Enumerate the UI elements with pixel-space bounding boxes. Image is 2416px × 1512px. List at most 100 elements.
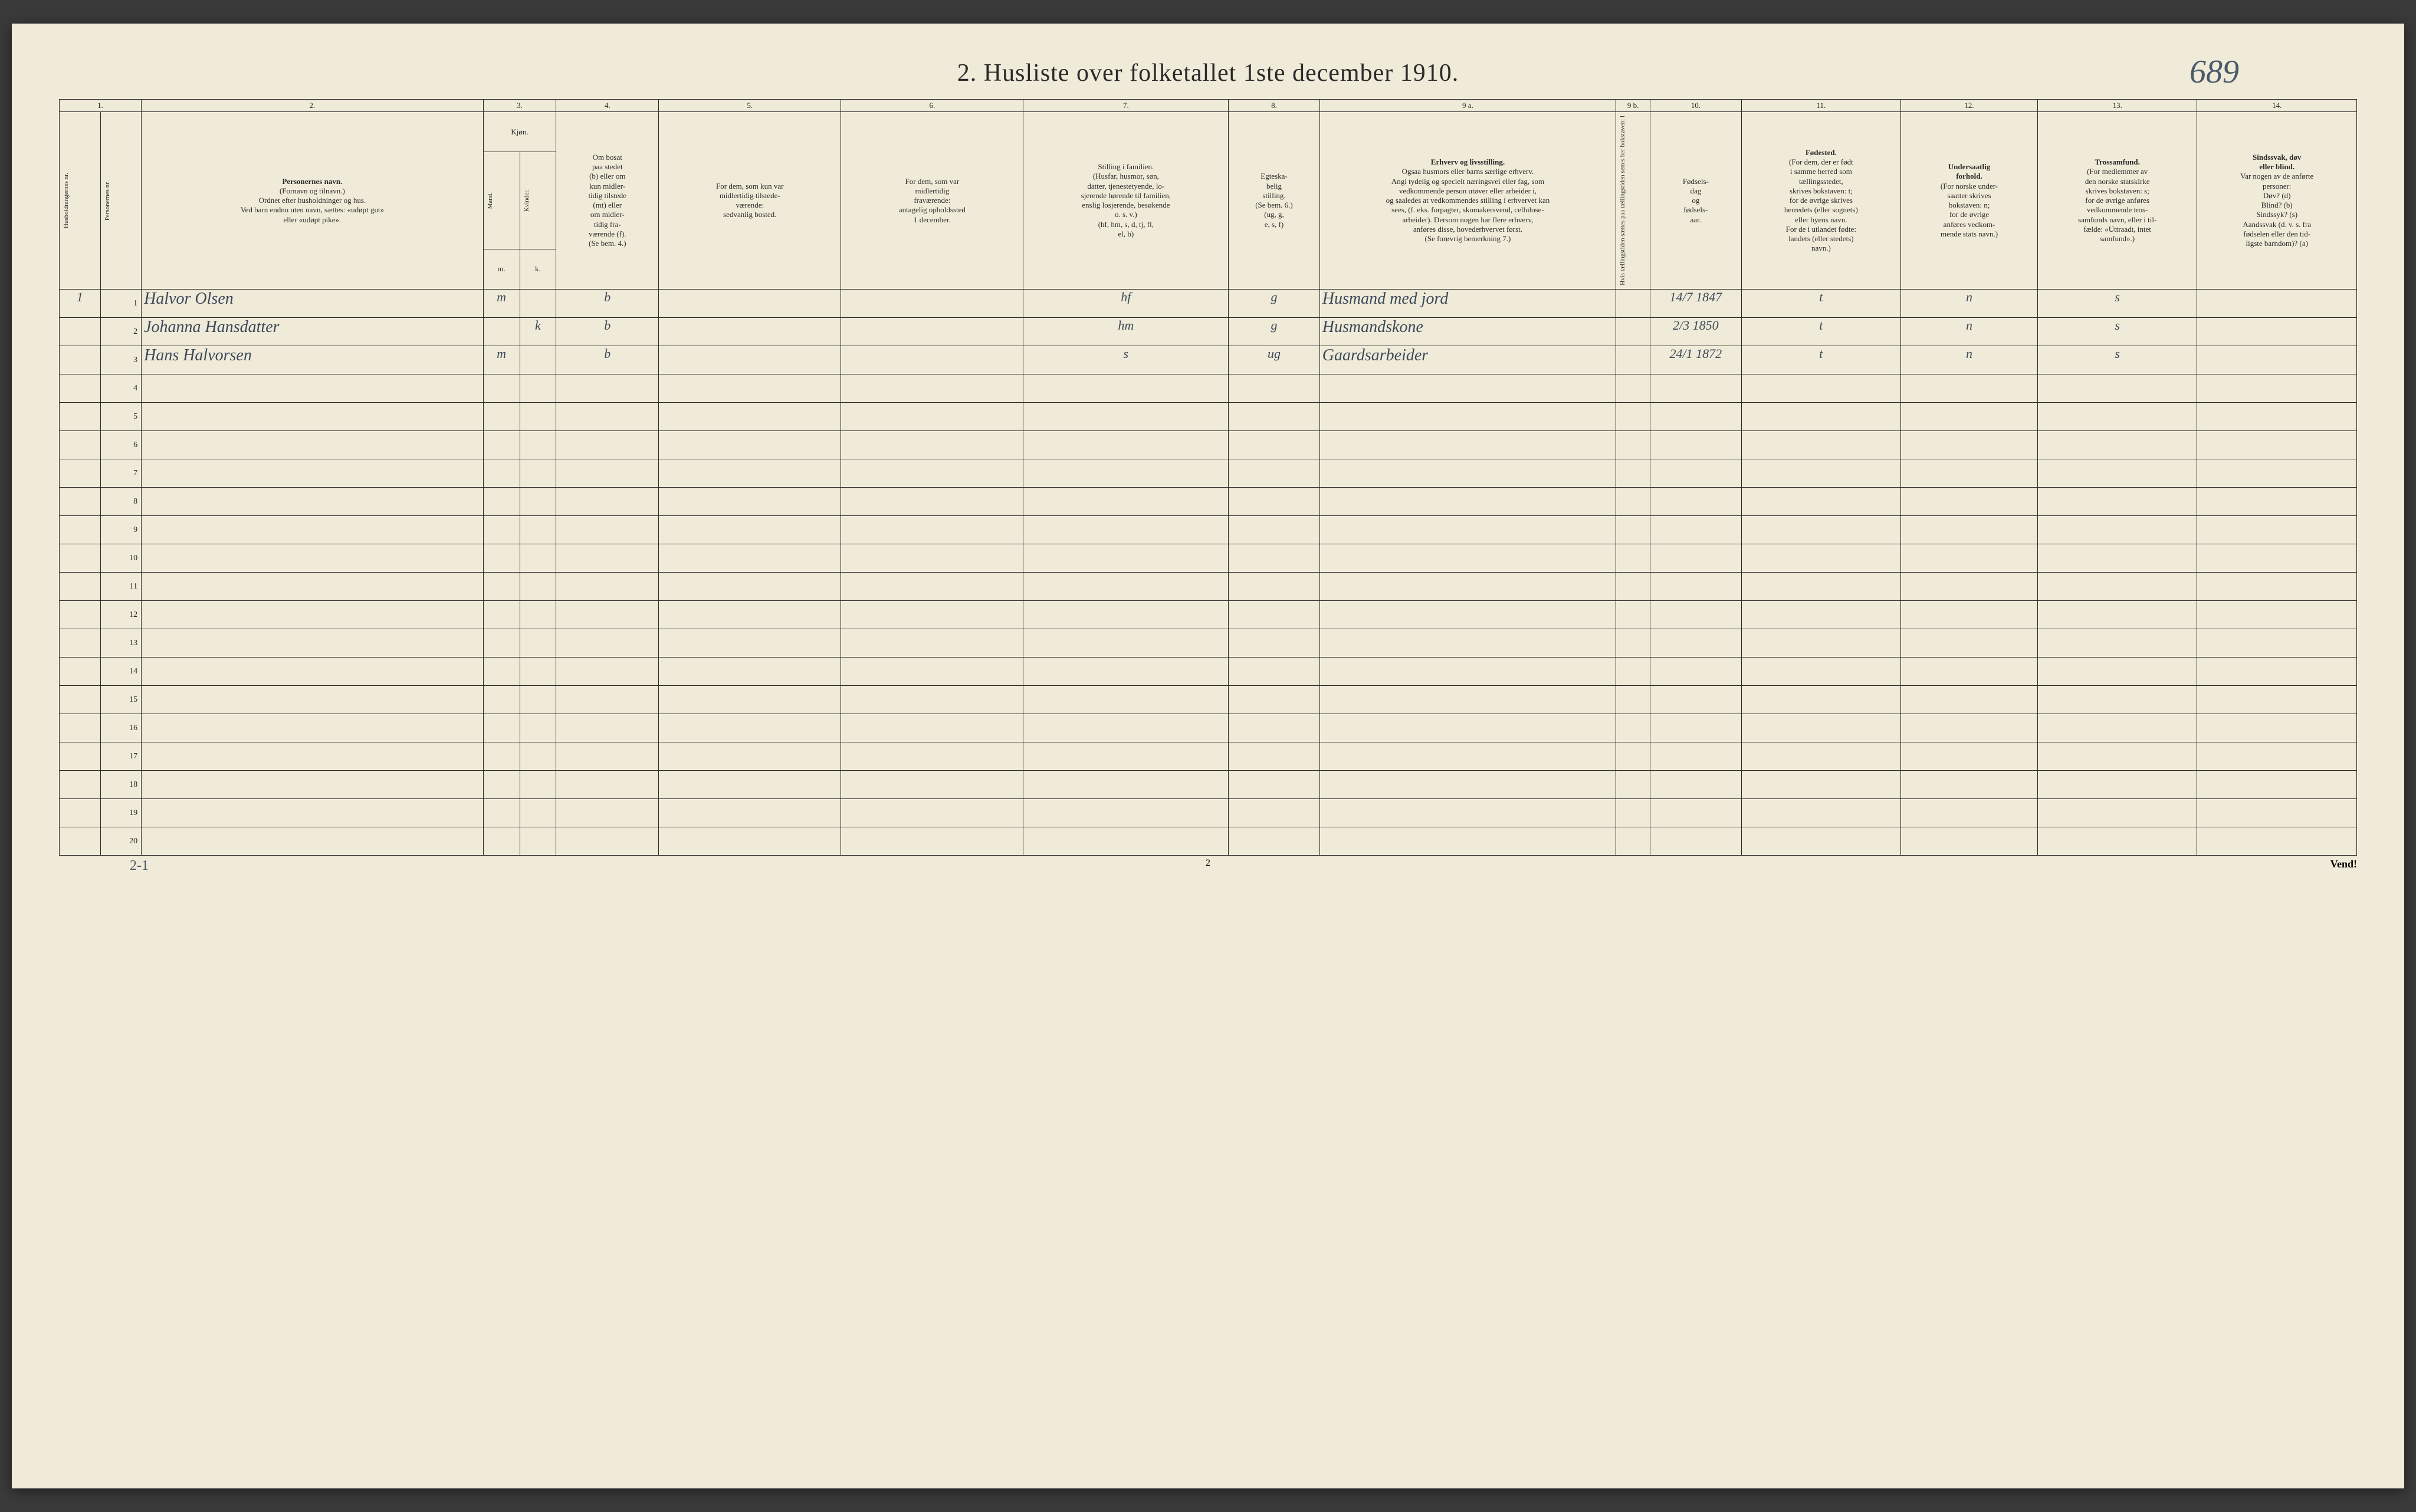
cell-sex-k: [520, 431, 556, 459]
cell-sind: [2197, 601, 2357, 629]
cell-pn: 8: [100, 488, 142, 516]
cell-l: [1616, 799, 1650, 827]
cell-l: [1616, 290, 1650, 318]
cell-bosat: [556, 742, 659, 771]
cell-egt: g: [1229, 318, 1320, 346]
cell-midl-fra: [841, 290, 1023, 318]
table-row: 16: [60, 714, 2357, 742]
table-row: 11: [60, 573, 2357, 601]
cell-midl-til: [659, 516, 841, 544]
cell-fodsel: [1650, 431, 1742, 459]
cell-hh: [60, 686, 101, 714]
cell-fodested: [1741, 488, 1900, 516]
head-fodested-sub: (For dem, der er født i samme herred som…: [1744, 157, 1898, 254]
cell-midl-fra: [841, 742, 1023, 771]
cell-sind: [2197, 629, 2357, 658]
head-navn-title: Personernes navn.: [144, 177, 481, 186]
cell-tros: [2037, 686, 2197, 714]
cell-midl-fra: [841, 346, 1023, 374]
cell-erhverv: [1319, 658, 1616, 686]
cell-under: [1901, 629, 2038, 658]
cell-sex-k: [520, 658, 556, 686]
cell-sind: [2197, 346, 2357, 374]
cell-sex-k: [520, 516, 556, 544]
cell-fodested: [1741, 516, 1900, 544]
cell-bosat: [556, 714, 659, 742]
cell-erhverv: [1319, 742, 1616, 771]
cell-l: [1616, 658, 1650, 686]
cell-sex-k: [520, 544, 556, 573]
cell-erhverv: [1319, 573, 1616, 601]
head-tros-title: Trossamfund.: [2040, 157, 2194, 167]
cell-bosat: b: [556, 346, 659, 374]
cell-sind: [2197, 573, 2357, 601]
colnum-12: 12.: [1901, 100, 2038, 112]
cell-under: [1901, 686, 2038, 714]
head-navn-sub: (Fornavn og tilnavn.) Ordnet efter husho…: [144, 186, 481, 225]
cell-name: [142, 544, 484, 573]
head-undersaat-title: Undersaatlig forhold.: [1903, 162, 2035, 182]
cell-egt: [1229, 686, 1320, 714]
cell-egt: [1229, 658, 1320, 686]
cell-under: [1901, 403, 2038, 431]
cell-tros: [2037, 431, 2197, 459]
cell-midl-til: [659, 714, 841, 742]
cell-midl-fra: [841, 573, 1023, 601]
cell-tros: s: [2037, 318, 2197, 346]
cell-l: [1616, 827, 1650, 856]
cell-sind: [2197, 544, 2357, 573]
cell-midl-til: [659, 431, 841, 459]
table-row: 7: [60, 459, 2357, 488]
colnum-2: 2.: [142, 100, 484, 112]
table-row: 12: [60, 601, 2357, 629]
cell-fodested: [1741, 658, 1900, 686]
cell-sind: [2197, 459, 2357, 488]
cell-hh: [60, 629, 101, 658]
cell-stilling: [1023, 742, 1229, 771]
cell-midl-fra: [841, 403, 1023, 431]
footer-vend: Vend!: [1898, 858, 2357, 874]
cell-stilling: [1023, 799, 1229, 827]
cell-sex-m: [483, 318, 520, 346]
cell-hh: [60, 488, 101, 516]
cell-sex-m: m: [483, 346, 520, 374]
cell-midl-til: [659, 827, 841, 856]
head-erhverv-title: Erhverv og livsstilling.: [1322, 157, 1613, 167]
cell-pn: 10: [100, 544, 142, 573]
table-row: 18: [60, 771, 2357, 799]
cell-sex-k: [520, 403, 556, 431]
head-fodested-title: Fødested.: [1744, 148, 1898, 157]
cell-erhverv: Husmandskone: [1319, 318, 1616, 346]
cell-bosat: b: [556, 318, 659, 346]
cell-midl-til: [659, 771, 841, 799]
cell-name: [142, 686, 484, 714]
cell-midl-fra: [841, 459, 1023, 488]
table-row: 2Johanna HansdatterkbhmgHusmandskone2/3 …: [60, 318, 2357, 346]
head-9b: Hvis tællingstiden sættes paa tællingsti…: [1616, 112, 1650, 290]
cell-fodsel: [1650, 544, 1742, 573]
head-fodested: Fødested. (For dem, der er født i samme …: [1741, 112, 1900, 290]
cell-sex-m: [483, 403, 520, 431]
table-row: 10: [60, 544, 2357, 573]
cell-pn: 19: [100, 799, 142, 827]
cell-stilling: [1023, 431, 1229, 459]
cell-sex-k: [520, 742, 556, 771]
cell-fodested: [1741, 601, 1900, 629]
cell-sex-k: k: [520, 318, 556, 346]
cell-tros: s: [2037, 290, 2197, 318]
cell-fodested: [1741, 544, 1900, 573]
cell-l: [1616, 573, 1650, 601]
head-k: k.: [520, 249, 556, 289]
cell-fodsel: [1650, 658, 1742, 686]
colnum-1: 1.: [60, 100, 142, 112]
cell-hh: [60, 714, 101, 742]
cell-bosat: [556, 771, 659, 799]
cell-midl-til: [659, 601, 841, 629]
cell-name: [142, 658, 484, 686]
cell-fodested: [1741, 374, 1900, 403]
cell-erhverv: [1319, 714, 1616, 742]
cell-bosat: [556, 374, 659, 403]
cell-name: [142, 771, 484, 799]
cell-midl-fra: [841, 799, 1023, 827]
cell-bosat: b: [556, 290, 659, 318]
